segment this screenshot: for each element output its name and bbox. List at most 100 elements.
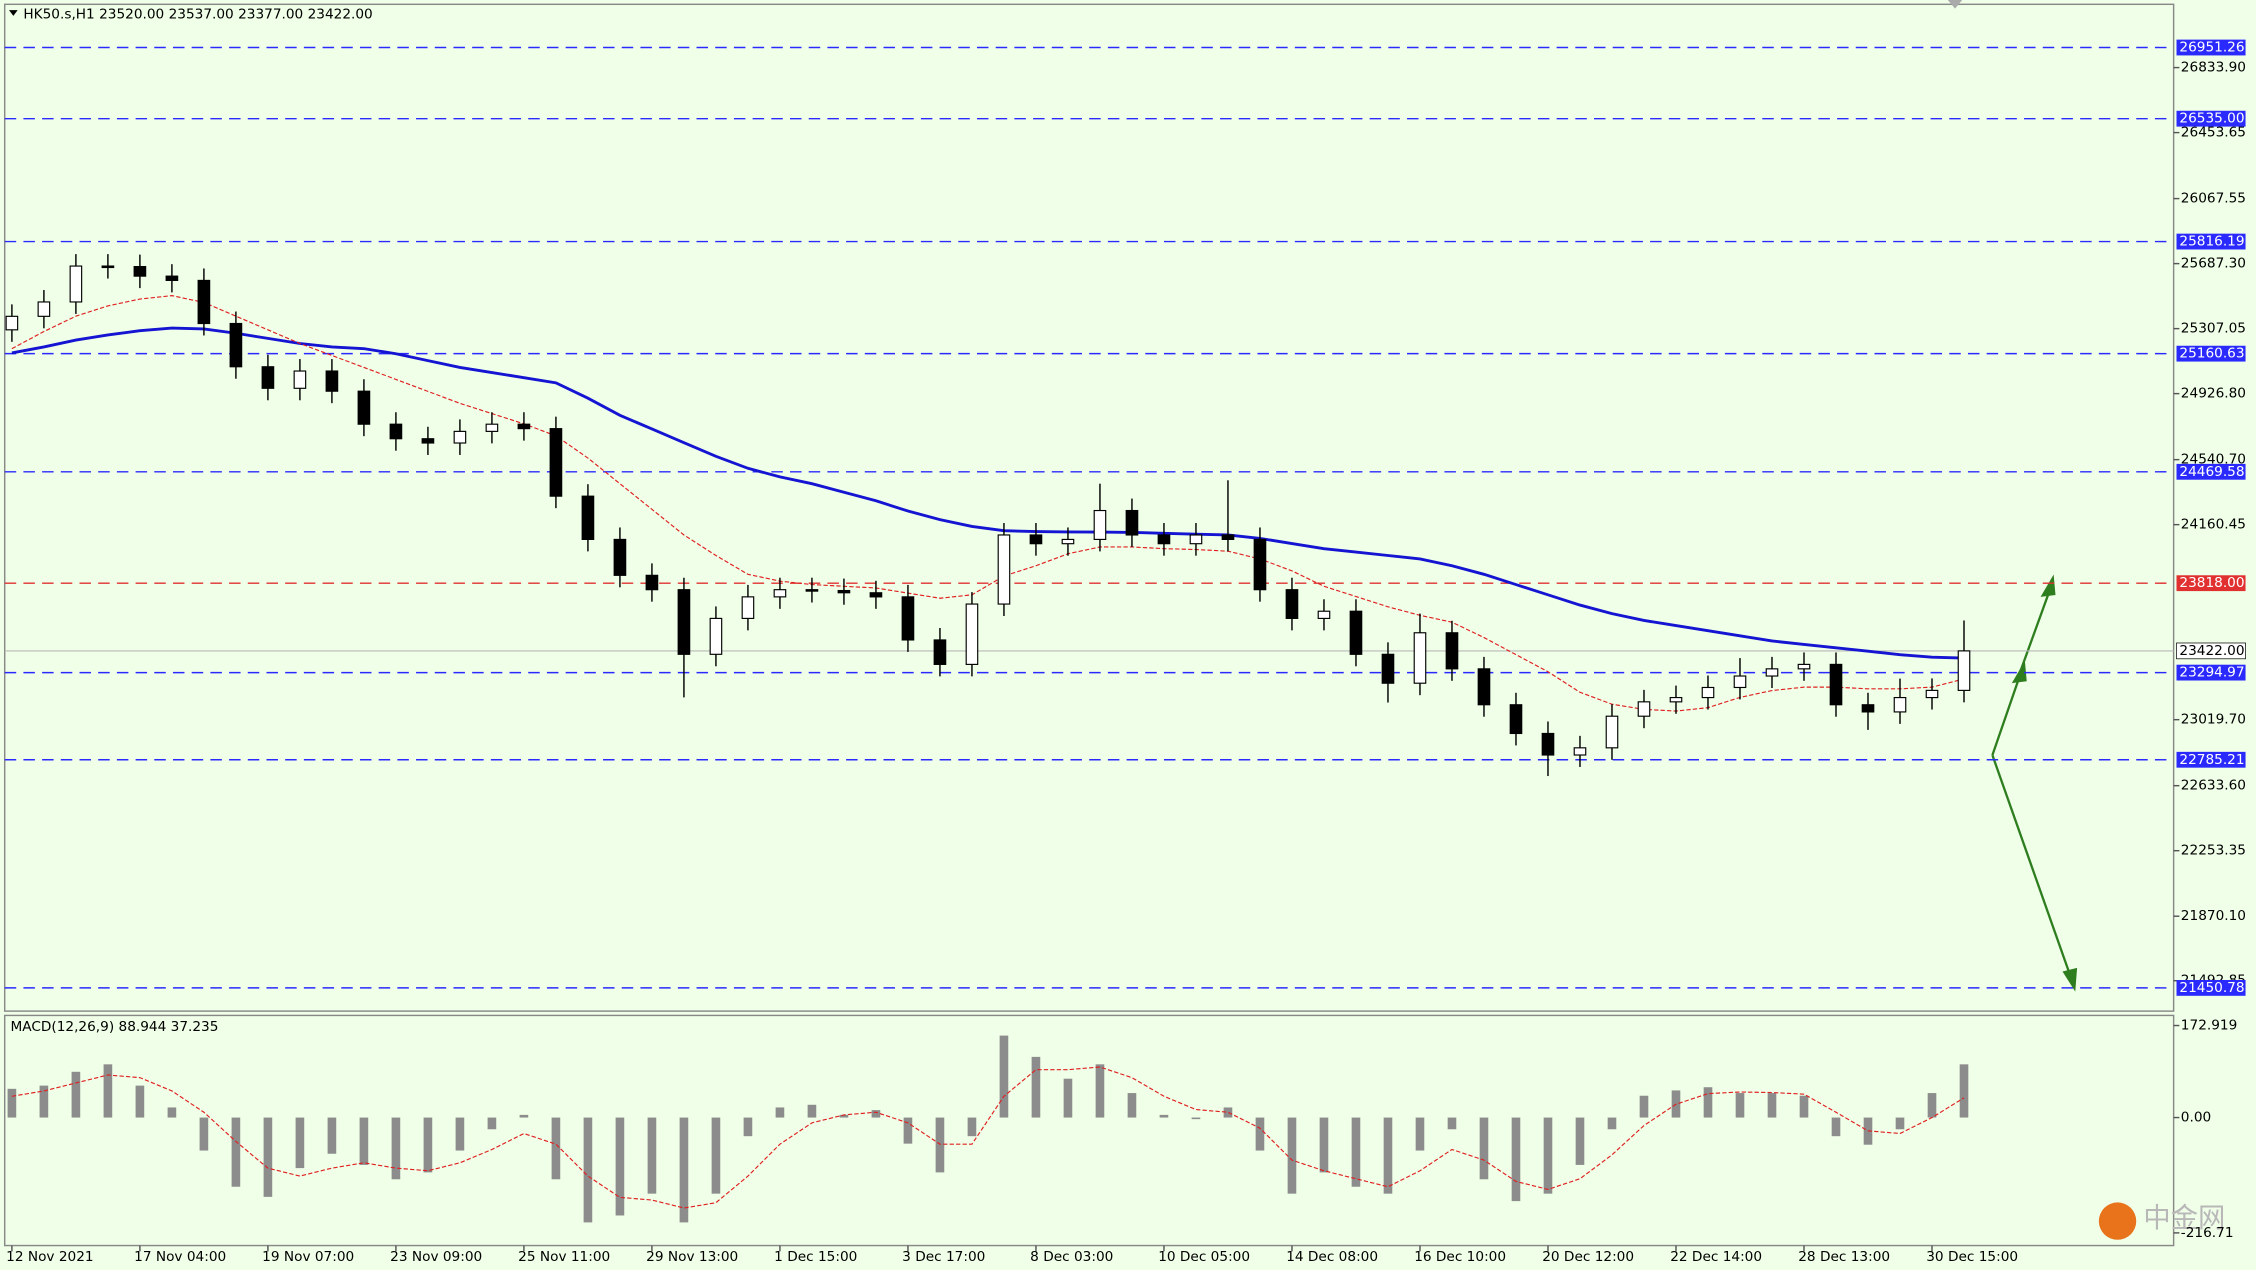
level-label: 23818.00 bbox=[2179, 575, 2244, 591]
macd-bar bbox=[231, 1117, 241, 1187]
macd-bar bbox=[135, 1085, 145, 1118]
x-tick-label: 17 Nov 04:00 bbox=[134, 1249, 226, 1265]
candle-body bbox=[293, 370, 307, 389]
candle-body bbox=[261, 366, 275, 389]
x-tick-label: 20 Dec 12:00 bbox=[1542, 1249, 1634, 1265]
arrow-down bbox=[1991, 754, 2072, 976]
candle-body bbox=[1605, 715, 1619, 749]
watermark-text: 中金网 bbox=[2143, 1203, 2225, 1234]
macd-bar bbox=[839, 1114, 849, 1118]
macd-bar bbox=[711, 1117, 721, 1194]
macd-bar bbox=[871, 1110, 881, 1118]
candle-body bbox=[1829, 663, 1843, 706]
macd-bar bbox=[1959, 1064, 1969, 1118]
macd-bar bbox=[999, 1035, 1009, 1118]
y-tick-label: 25307.05 bbox=[2181, 321, 2246, 337]
x-tick-label: 1 Dec 15:00 bbox=[774, 1249, 857, 1265]
candle-body bbox=[933, 639, 947, 665]
y-tick-label: -216.71 bbox=[2181, 1225, 2234, 1241]
level-label-box bbox=[2176, 575, 2246, 592]
x-tick-label: 23 Nov 09:00 bbox=[390, 1249, 482, 1265]
candle-body bbox=[357, 390, 371, 425]
candle-body bbox=[1637, 701, 1651, 717]
macd-bar bbox=[1895, 1117, 1905, 1130]
candle-body bbox=[741, 596, 755, 619]
y-tick-label: 24540.70 bbox=[2181, 452, 2246, 468]
candle-body bbox=[613, 538, 627, 576]
macd-bar bbox=[1479, 1117, 1489, 1180]
candle-body bbox=[677, 589, 691, 655]
macd-bar bbox=[967, 1117, 977, 1137]
candle-body bbox=[1669, 696, 1683, 703]
candle-body bbox=[709, 617, 723, 655]
y-tick-label: 24926.80 bbox=[2181, 386, 2246, 402]
watermark-logo bbox=[2098, 1202, 2137, 1240]
macd-title: MACD(12,26,9) 88.944 37.235 bbox=[10, 1019, 218, 1035]
candle-body bbox=[325, 370, 339, 392]
price-panel bbox=[3, 3, 2175, 1012]
candle-body bbox=[1925, 689, 1939, 699]
macd-bar bbox=[583, 1117, 593, 1223]
x-tick-label: 29 Nov 13:00 bbox=[646, 1249, 738, 1265]
macd-bar bbox=[487, 1117, 497, 1130]
x-tick-label: 16 Dec 10:00 bbox=[1414, 1249, 1506, 1265]
candle-body bbox=[1317, 610, 1331, 619]
candle-body bbox=[389, 423, 403, 440]
level-label: 21450.78 bbox=[2179, 980, 2244, 996]
macd-bar bbox=[1287, 1117, 1297, 1194]
candle-body bbox=[965, 603, 979, 665]
candle-body bbox=[421, 438, 435, 444]
candle-body bbox=[773, 589, 787, 598]
macd-bar bbox=[167, 1107, 177, 1118]
macd-bar bbox=[647, 1117, 657, 1194]
candle-body bbox=[197, 279, 211, 325]
candle-body bbox=[1541, 732, 1555, 756]
candle-body bbox=[101, 265, 115, 269]
macd-bar bbox=[1575, 1117, 1585, 1165]
macd-bar bbox=[807, 1104, 817, 1118]
arrow-up-2 bbox=[2018, 589, 2052, 674]
candle-body bbox=[453, 430, 467, 444]
macd-bar bbox=[71, 1071, 81, 1118]
y-tick-label: 23019.70 bbox=[2181, 712, 2246, 728]
x-tick-label: 14 Dec 08:00 bbox=[1286, 1249, 1378, 1265]
macd-bar bbox=[295, 1117, 305, 1169]
menu-triangle bbox=[9, 10, 18, 16]
macd-panel bbox=[3, 1014, 2175, 1247]
candle-body bbox=[1061, 538, 1075, 545]
candle-body bbox=[1125, 509, 1139, 536]
macd-bar bbox=[1159, 1114, 1169, 1118]
candle-body bbox=[1765, 668, 1779, 677]
macd-signal bbox=[11, 1066, 1965, 1209]
y-tick-label: 25687.30 bbox=[2181, 256, 2246, 272]
y-tick-label: 26833.90 bbox=[2181, 60, 2246, 76]
level-label: 23294.97 bbox=[2179, 665, 2244, 681]
forecast-arrows bbox=[1991, 574, 2078, 992]
candle-body bbox=[37, 301, 51, 317]
macd-bar bbox=[1415, 1117, 1425, 1151]
candle-body bbox=[1701, 686, 1715, 699]
macd-bar bbox=[1223, 1107, 1233, 1118]
last-price-label: 23422.00 bbox=[2179, 643, 2244, 659]
level-label-box bbox=[2176, 463, 2246, 480]
macd-bar bbox=[1511, 1117, 1521, 1202]
macd-bar bbox=[1639, 1095, 1649, 1118]
macd-bar bbox=[1319, 1117, 1329, 1173]
candle-body bbox=[901, 596, 915, 641]
candle-body bbox=[5, 315, 19, 331]
x-tick-label: 25 Nov 11:00 bbox=[518, 1249, 610, 1265]
last-price-box bbox=[2176, 642, 2246, 660]
candle-body bbox=[1093, 509, 1107, 541]
level-label-box bbox=[2176, 751, 2246, 768]
candle-body bbox=[1893, 696, 1907, 713]
macd-bar bbox=[103, 1064, 113, 1118]
y-tick-label: 26453.65 bbox=[2181, 125, 2246, 141]
candle-body bbox=[229, 322, 243, 368]
x-tick-label: 12 Nov 2021 bbox=[6, 1249, 93, 1265]
y-tick-label: 172.919 bbox=[2181, 1018, 2237, 1034]
x-tick-label: 3 Dec 17:00 bbox=[902, 1249, 985, 1265]
candle-body bbox=[485, 423, 499, 432]
level-label-box bbox=[2176, 979, 2246, 996]
